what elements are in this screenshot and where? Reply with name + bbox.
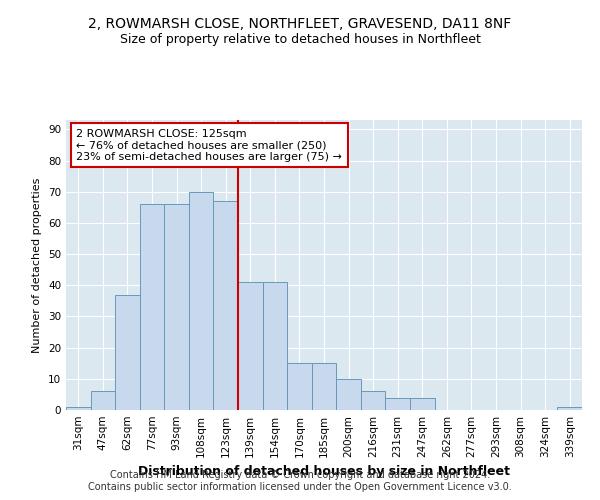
Bar — [140, 204, 164, 410]
Bar — [287, 363, 312, 410]
Bar — [66, 407, 91, 410]
Bar — [238, 282, 263, 410]
Text: Contains HM Land Registry data © Crown copyright and database right 2024.: Contains HM Land Registry data © Crown c… — [110, 470, 490, 480]
X-axis label: Distribution of detached houses by size in Northfleet: Distribution of detached houses by size … — [138, 466, 510, 478]
Bar — [312, 363, 336, 410]
Y-axis label: Number of detached properties: Number of detached properties — [32, 178, 43, 352]
Bar — [263, 282, 287, 410]
Bar — [91, 392, 115, 410]
Text: Contains public sector information licensed under the Open Government Licence v3: Contains public sector information licen… — [88, 482, 512, 492]
Bar — [164, 204, 189, 410]
Text: Size of property relative to detached houses in Northfleet: Size of property relative to detached ho… — [119, 32, 481, 46]
Bar — [214, 201, 238, 410]
Text: 2 ROWMARSH CLOSE: 125sqm
← 76% of detached houses are smaller (250)
23% of semi-: 2 ROWMARSH CLOSE: 125sqm ← 76% of detach… — [76, 128, 342, 162]
Bar — [336, 379, 361, 410]
Bar — [115, 294, 140, 410]
Bar — [189, 192, 214, 410]
Bar — [557, 407, 582, 410]
Text: 2, ROWMARSH CLOSE, NORTHFLEET, GRAVESEND, DA11 8NF: 2, ROWMARSH CLOSE, NORTHFLEET, GRAVESEND… — [88, 18, 512, 32]
Bar — [410, 398, 434, 410]
Bar — [361, 392, 385, 410]
Bar — [385, 398, 410, 410]
